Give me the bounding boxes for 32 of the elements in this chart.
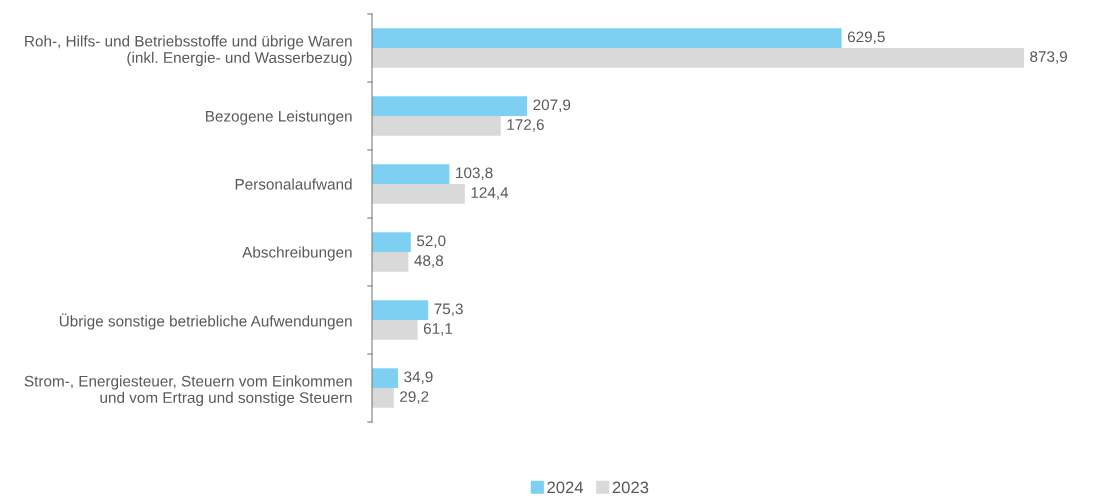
data-label: 29,2 bbox=[400, 391, 429, 404]
data-label: 629,5 bbox=[847, 31, 885, 45]
y-tick-label: Personalaufwand bbox=[235, 178, 352, 190]
bar bbox=[372, 368, 399, 388]
y-tick-label: Strom-, Energiesteuer, Steuern vom Einkommen und vom Ertrag und sonstige Steuern bbox=[24, 375, 352, 407]
y-tick-label: Bezogene Leistungen bbox=[206, 110, 352, 125]
bar bbox=[372, 48, 1024, 68]
legend-label: 2023 bbox=[612, 481, 649, 494]
bar bbox=[372, 96, 528, 116]
y-tick-label: Roh-, Hilfs- und Betriebsstoffe und übrige Waren (inkl. Energie- und Wasserbezug) bbox=[25, 35, 352, 67]
data-label: 48,8 bbox=[414, 255, 444, 268]
bar bbox=[372, 300, 429, 320]
bar bbox=[372, 252, 409, 272]
data-label: 75,3 bbox=[434, 303, 463, 317]
bar bbox=[372, 184, 465, 204]
data-label: 207,9 bbox=[533, 99, 571, 113]
bar bbox=[372, 116, 501, 136]
bar bbox=[372, 232, 411, 252]
bar bbox=[372, 164, 450, 184]
bar bbox=[372, 28, 842, 48]
data-label: 873,9 bbox=[1030, 51, 1067, 64]
data-label: 61,1 bbox=[423, 323, 453, 336]
legend-label: 2024 bbox=[547, 481, 584, 494]
bar bbox=[372, 320, 418, 340]
data-label: 34,9 bbox=[404, 371, 433, 385]
y-tick-label: Übrige sonstige betriebliche Aufwendungen bbox=[59, 313, 352, 330]
bar bbox=[372, 388, 394, 408]
data-label: 172,6 bbox=[507, 119, 544, 132]
data-label: 103,8 bbox=[456, 167, 493, 181]
data-label: 124,4 bbox=[471, 187, 509, 200]
y-tick-label: Abschreibungen bbox=[242, 246, 352, 261]
data-label: 52,0 bbox=[416, 235, 446, 249]
